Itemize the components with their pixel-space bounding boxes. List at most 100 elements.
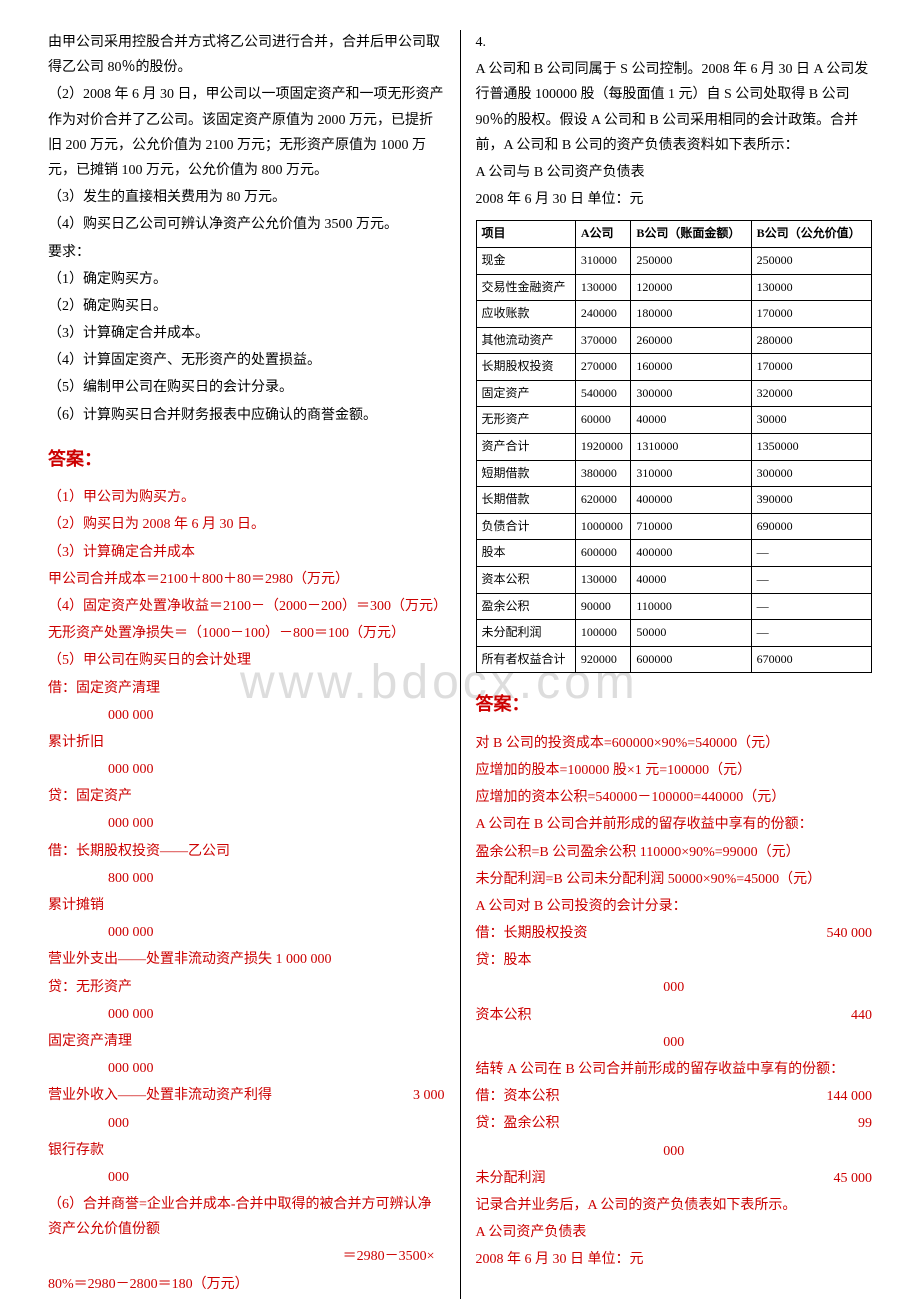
right-amt-zbgj: 440	[851, 1003, 872, 1028]
table-row: 盈余公积90000110000—	[476, 593, 872, 620]
table-cell: 长期股权投资	[476, 354, 575, 381]
left-amt-1: 000 000	[48, 703, 445, 728]
right-amt-lqtz: 540 000	[827, 921, 873, 946]
table-cell: 130000	[575, 567, 630, 594]
right-amt-yygj: 99	[858, 1111, 872, 1136]
table-cell: 负债合计	[476, 513, 575, 540]
table-cell: 50000	[631, 620, 751, 647]
right-ans-1: 应增加的股本=100000 股×1 元=100000（元）	[476, 758, 873, 783]
left-para-8: （4）计算固定资产、无形资产的处置损益。	[48, 348, 445, 373]
table-cell: 现金	[476, 247, 575, 274]
left-amt-7: 000 000	[48, 1056, 445, 1081]
left-amt-3: 000 000	[48, 811, 445, 836]
table-cell: 160000	[631, 354, 751, 381]
left-column: 由甲公司采用控股合并方式将乙公司进行合并，合并后甲公司取得乙公司 80％的股份。…	[40, 30, 461, 1299]
table-cell: 240000	[575, 301, 630, 328]
table-cell: 620000	[575, 487, 630, 514]
table-row: 未分配利润10000050000—	[476, 620, 872, 647]
table-cell: 120000	[631, 274, 751, 301]
table-cell: 资产合计	[476, 434, 575, 461]
left-para-4: 要求：	[48, 240, 445, 265]
left-amt-5: 000 000	[48, 920, 445, 945]
right-ans-7: 借：长期股权投资 540 000	[476, 921, 873, 946]
table-cell: 710000	[631, 513, 751, 540]
table-cell: —	[751, 540, 871, 567]
table-cell: 股本	[476, 540, 575, 567]
table-cell: 270000	[575, 354, 630, 381]
right-ans-12: 结转 A 公司在 B 公司合并前形成的留存收益中享有的份额：	[476, 1057, 873, 1082]
table-row: 所有者权益合计920000600000670000	[476, 646, 872, 673]
right-ans-18: A 公司资产负债表	[476, 1220, 873, 1245]
left-ans-17: 营业外支出——处置非流动资产损失 1 000 000	[48, 947, 445, 972]
right-para-1: A 公司和 B 公司同属于 S 公司控制。2008 年 6 月 30 日 A 公…	[476, 57, 873, 158]
left-amt-8b: 000	[48, 1111, 445, 1136]
table-row: 股本600000400000—	[476, 540, 872, 567]
left-ans-15: 累计摊销	[48, 893, 445, 918]
right-ans-2: 应增加的资本公积=540000－100000=440000（元）	[476, 785, 873, 810]
left-ans-4: （4）固定资产处置净收益＝2100－（2000－200）＝300（万元）	[48, 594, 445, 619]
right-ans-7-label: 借：长期股权投资	[476, 921, 588, 946]
right-ans-5: 未分配利润=B 公司未分配利润 50000×90%=45000（元）	[476, 867, 873, 892]
table-cell: 250000	[631, 247, 751, 274]
table-cell: 300000	[751, 460, 871, 487]
left-amt-9: 000	[48, 1165, 445, 1190]
table-cell: 60000	[575, 407, 630, 434]
table-header-row: 项目 A公司 B公司（账面金额） B公司（公允价值）	[476, 221, 872, 248]
right-ans-13-line: 借：资本公积 144 000	[476, 1084, 873, 1109]
left-answer-header: 答案：	[48, 443, 445, 475]
right-amt-gb: 000	[476, 975, 873, 1000]
right-column: 4. A 公司和 B 公司同属于 S 公司控制。2008 年 6 月 30 日 …	[461, 30, 881, 1299]
left-ans-28: 80%＝2980－2800＝180（万元）	[48, 1272, 445, 1297]
left-ans-22: 营业外收入——处置非流动资产利得 3 000	[48, 1083, 445, 1108]
table-cell: 280000	[751, 327, 871, 354]
right-ans-19: 2008 年 6 月 30 日 单位：元	[476, 1247, 873, 1272]
table-cell: 1920000	[575, 434, 630, 461]
table-cell: 30000	[751, 407, 871, 434]
table-cell: 310000	[575, 247, 630, 274]
right-ans-16: 未分配利润	[476, 1166, 546, 1191]
table-cell: —	[751, 593, 871, 620]
left-ans-22-label: 营业外收入——处置非流动资产利得	[48, 1083, 272, 1108]
table-cell: —	[751, 620, 871, 647]
right-ans-4: 盈余公积=B 公司盈余公积 110000×90%=99000（元）	[476, 840, 873, 865]
table-cell: 40000	[631, 407, 751, 434]
left-amt-8: 3 000	[413, 1083, 445, 1108]
left-ans-11: 贷：固定资产	[48, 784, 445, 809]
table-cell: 260000	[631, 327, 751, 354]
table-row: 资本公积13000040000—	[476, 567, 872, 594]
right-para-0: 4.	[476, 30, 873, 55]
table-cell: 670000	[751, 646, 871, 673]
right-ans-14: 贷：盈余公积	[476, 1111, 560, 1136]
left-amt-2: 000 000	[48, 757, 445, 782]
table-cell: 短期借款	[476, 460, 575, 487]
table-cell: 1350000	[751, 434, 871, 461]
right-ans-8: 贷：股本	[476, 948, 873, 973]
table-row: 长期借款620000400000390000	[476, 487, 872, 514]
left-ans-26: （6）合并商誉=企业合并成本-合并中取得的被合并方可辨认净资产公允价值份额	[48, 1192, 445, 1242]
table-cell: 170000	[751, 301, 871, 328]
th-1: A公司	[575, 221, 630, 248]
left-ans-20: 固定资产清理	[48, 1029, 445, 1054]
right-ans-17: 记录合并业务后，A 公司的资产负债表如下表所示。	[476, 1193, 873, 1218]
left-para-0: 由甲公司采用控股合并方式将乙公司进行合并，合并后甲公司取得乙公司 80％的股份。	[48, 30, 445, 80]
table-cell: 400000	[631, 540, 751, 567]
table-cell: 170000	[751, 354, 871, 381]
table-cell: 100000	[575, 620, 630, 647]
table-cell: 应收账款	[476, 301, 575, 328]
right-para-2: A 公司与 B 公司资产负债表	[476, 160, 873, 185]
right-amt-zbgj-dr: 144 000	[827, 1084, 873, 1109]
table-cell: 400000	[631, 487, 751, 514]
table-cell: 其他流动资产	[476, 327, 575, 354]
right-amt-yygj2: 000	[476, 1139, 873, 1164]
table-row: 现金310000250000250000	[476, 247, 872, 274]
table-cell: 未分配利润	[476, 620, 575, 647]
table-cell: 540000	[575, 380, 630, 407]
left-amt-10: ＝2980－3500×	[48, 1244, 445, 1269]
right-ans-6: A 公司对 B 公司投资的会计分录：	[476, 894, 873, 919]
table-row: 无形资产600004000030000	[476, 407, 872, 434]
left-para-5: （1）确定购买方。	[48, 267, 445, 292]
left-ans-18: 贷：无形资产	[48, 975, 445, 1000]
left-amt-4: 800 000	[48, 866, 445, 891]
right-amt-wfplr: 45 000	[834, 1166, 873, 1191]
left-ans-7: 借：固定资产清理	[48, 676, 445, 701]
